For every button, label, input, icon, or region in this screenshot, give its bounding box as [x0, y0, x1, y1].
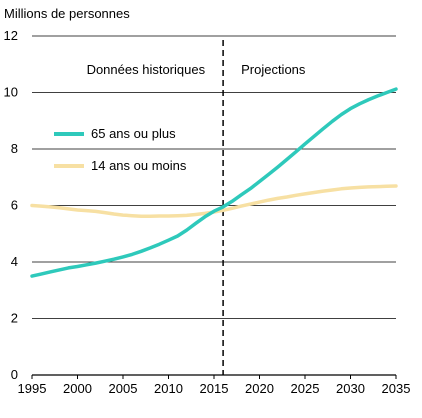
y-tick-label: 4 — [11, 254, 18, 269]
historical-data-label: Données historiques — [87, 62, 206, 77]
x-tick-label: 2010 — [154, 381, 183, 396]
series-line-65-plus — [30, 87, 398, 278]
x-tick-label: 1995 — [18, 381, 47, 396]
y-tick-label: 12 — [4, 28, 18, 43]
x-tick-label: 2000 — [63, 381, 92, 396]
y-tick-label: 8 — [11, 141, 18, 156]
x-tick-label: 2025 — [291, 381, 320, 396]
x-tick-label: 2030 — [336, 381, 365, 396]
y-tick-label: 2 — [11, 311, 18, 326]
legend-label-65-plus: 65 ans ou plus — [91, 126, 176, 141]
legend-label-14-under: 14 ans ou moins — [91, 158, 187, 173]
y-axis-label: Millions de personnes — [4, 6, 130, 21]
x-tick-label: 2015 — [200, 381, 229, 396]
legend: 65 ans ou plus 14 ans ou moins — [54, 126, 187, 173]
x-tick-label: 2005 — [109, 381, 138, 396]
y-tick-label: 6 — [11, 198, 18, 213]
y-tick-labels: 0 2 4 6 8 10 12 — [4, 28, 18, 382]
series-lines — [30, 87, 398, 278]
y-tick-label: 0 — [11, 367, 18, 382]
y-tick-label: 10 — [4, 85, 18, 100]
x-tick-labels: 1995 2000 2005 2010 2015 2020 2025 2030 2035 — [18, 375, 411, 396]
gridlines — [32, 35, 396, 376]
x-tick-label: 2020 — [245, 381, 274, 396]
projections-label: Projections — [241, 62, 306, 77]
x-tick-label: 2035 — [382, 381, 411, 396]
